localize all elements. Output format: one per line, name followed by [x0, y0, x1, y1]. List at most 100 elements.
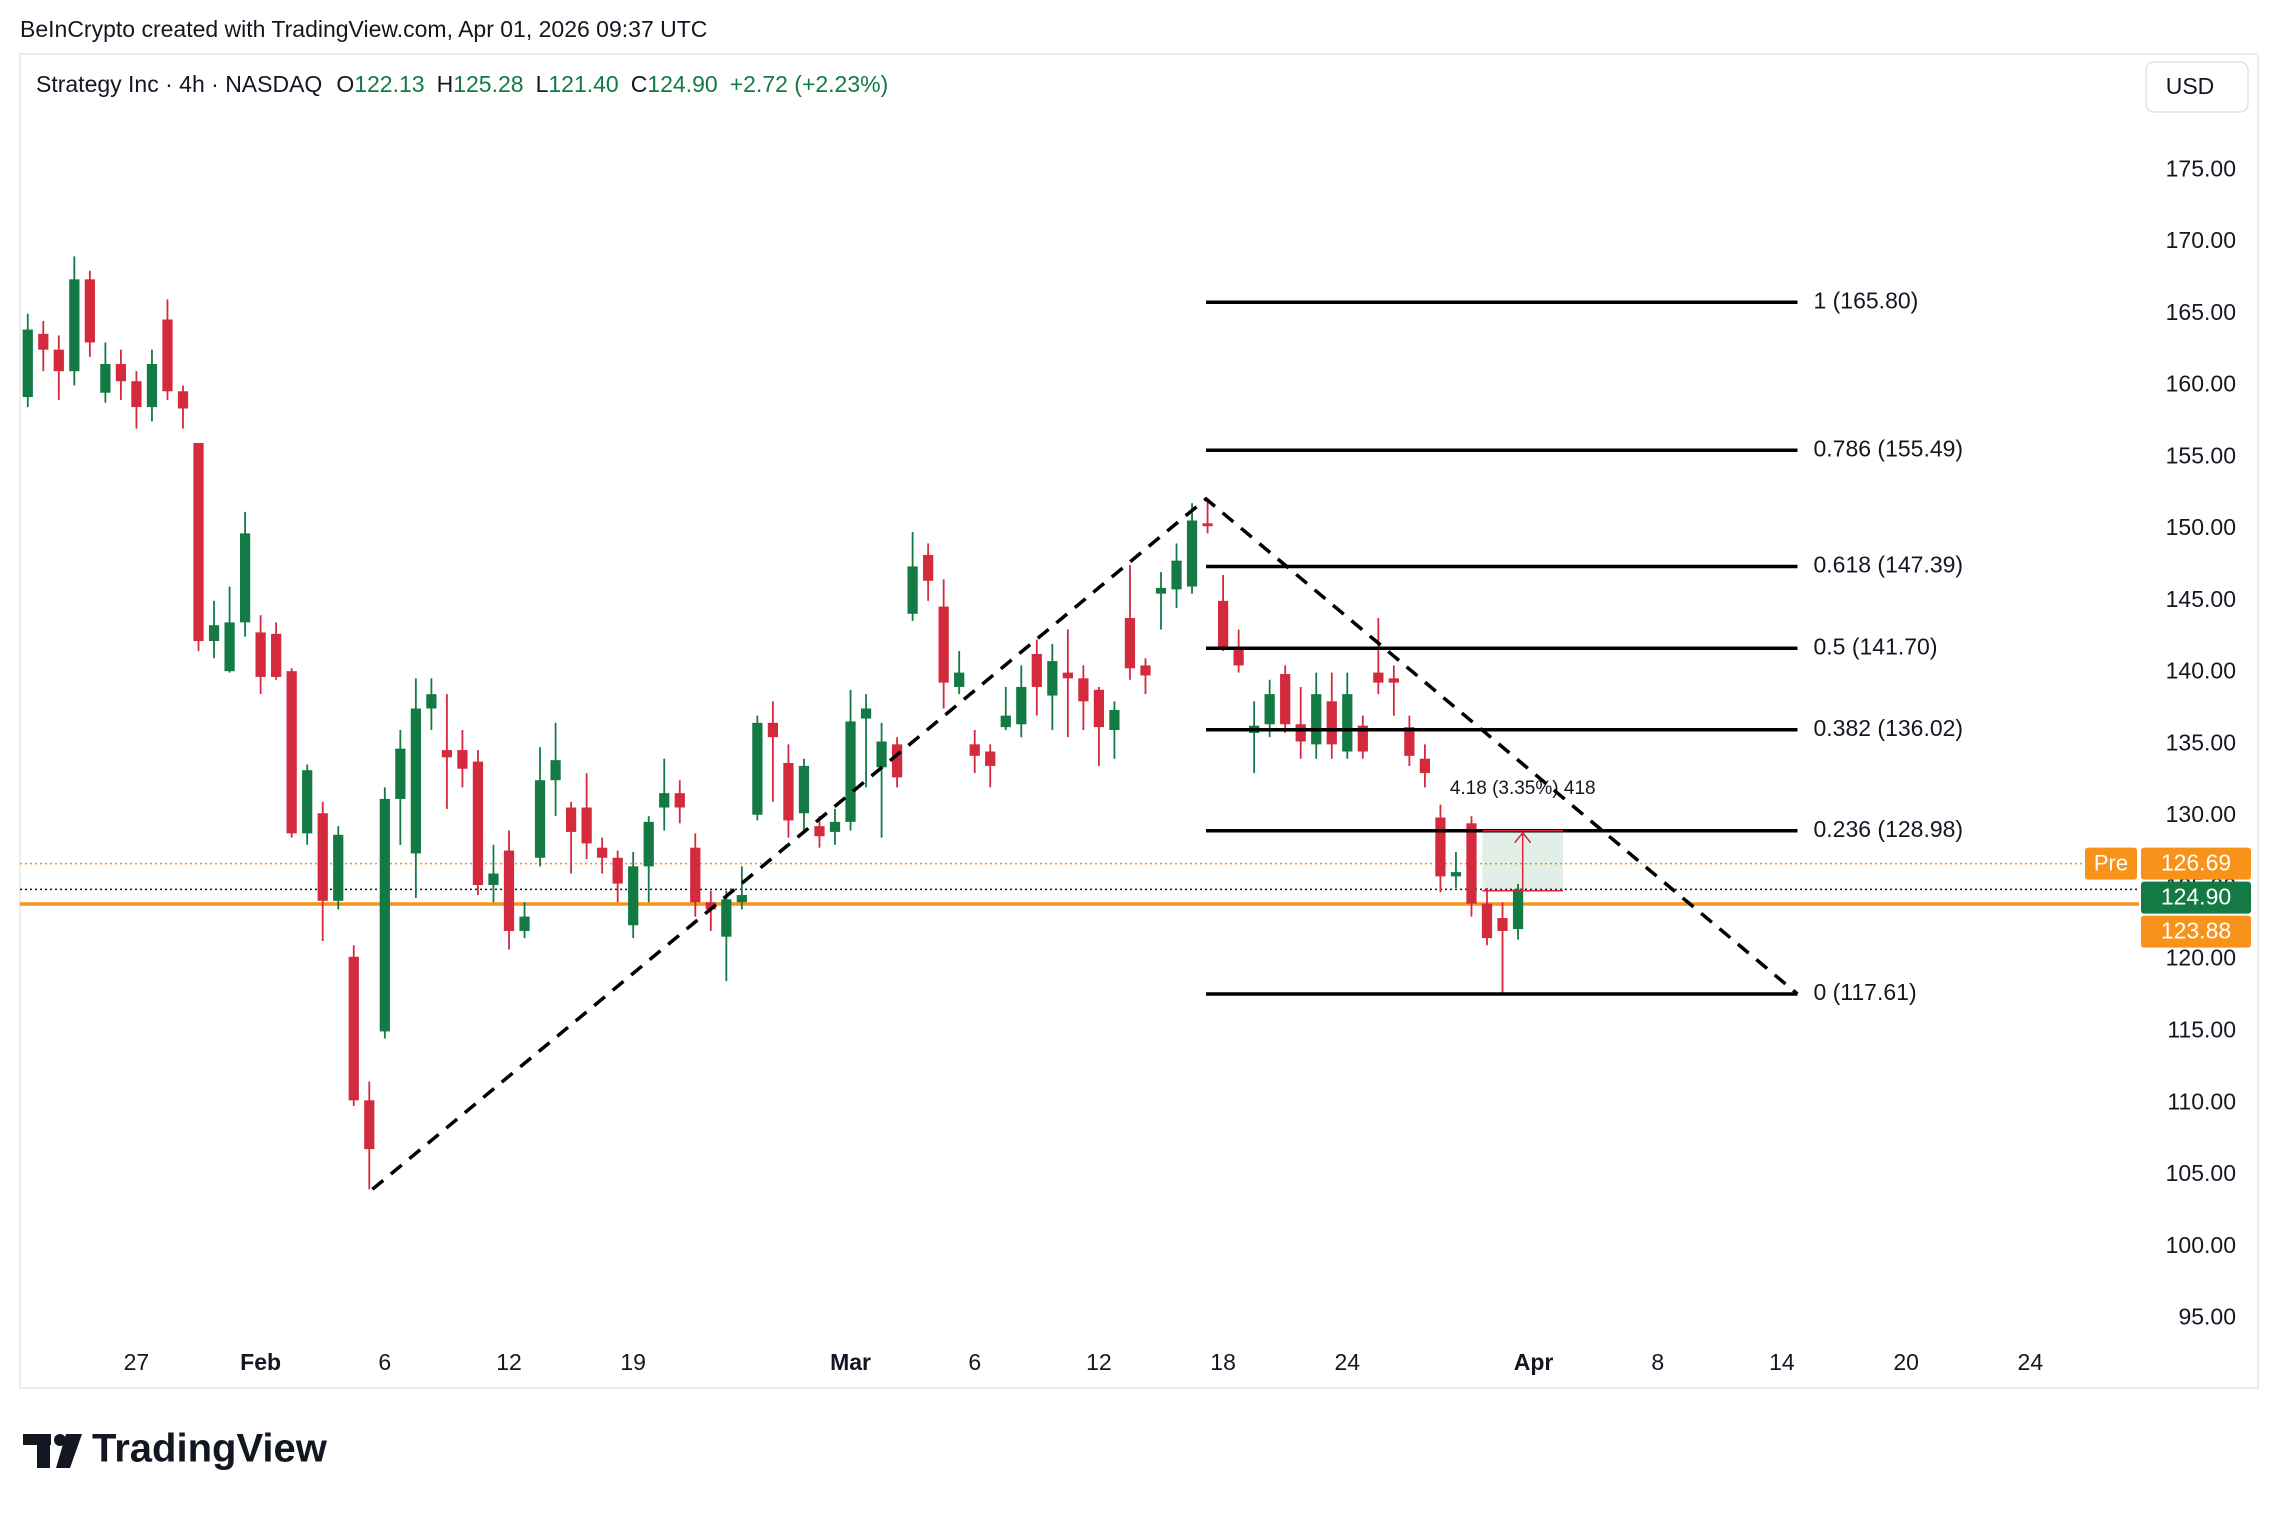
legend-key: H — [437, 71, 454, 97]
candle-body — [1373, 672, 1384, 683]
candle-body — [38, 333, 49, 350]
currency-button[interactable]: USD — [2145, 61, 2249, 113]
x-tick-label: 8 — [1651, 1349, 1664, 1375]
candle-body — [1124, 618, 1136, 669]
price-tag-label: 124.90 — [2161, 884, 2231, 910]
candle-body — [1311, 694, 1322, 745]
candle-body — [317, 813, 328, 901]
x-tick-label: 12 — [1086, 1349, 1112, 1375]
candle-body — [100, 364, 111, 393]
candle-body — [938, 606, 949, 683]
candle-body — [255, 632, 266, 677]
candle-body — [441, 750, 453, 758]
candle-body — [612, 857, 623, 884]
candle-body — [1031, 653, 1042, 687]
candle-body — [1202, 523, 1213, 527]
candle-body — [1326, 701, 1337, 745]
candle-body — [550, 760, 561, 781]
candle-body — [69, 279, 80, 372]
candle-body — [845, 721, 856, 822]
candle-body — [1186, 520, 1198, 587]
candle-body — [53, 349, 64, 372]
legend-value: 124.90 — [647, 71, 717, 97]
y-tick-label: 100.00 — [2166, 1232, 2236, 1258]
candle-body — [1093, 689, 1105, 728]
candle-body — [705, 902, 716, 910]
candle-body — [1450, 872, 1462, 877]
candle-body — [1435, 817, 1446, 877]
candle-body — [674, 793, 685, 808]
candle-body — [1404, 727, 1415, 756]
x-tick-label: 27 — [124, 1349, 150, 1375]
y-tick-label: 145.00 — [2166, 586, 2236, 612]
candle-body — [84, 279, 95, 343]
candle-body — [1016, 686, 1027, 725]
candle-body — [177, 391, 189, 409]
candle-body — [333, 834, 344, 901]
y-tick-label: 170.00 — [2166, 227, 2236, 253]
y-tick-label: 160.00 — [2166, 371, 2236, 397]
candle-body — [364, 1100, 375, 1150]
candle-body — [1466, 823, 1477, 904]
chart-frame — [19, 53, 2259, 1389]
candle-body — [1388, 678, 1399, 683]
currency[interactable]: USD — [2166, 73, 2215, 99]
candle-body — [1047, 661, 1058, 696]
candle-body — [659, 793, 670, 808]
y-tick-label: 120.00 — [2166, 945, 2236, 971]
price-tag-session-label: Pre — [2094, 850, 2128, 875]
fib-label: 0.786 (155.49) — [1813, 435, 1963, 461]
candle-body — [969, 744, 980, 756]
fib-label: 0.5 (141.70) — [1813, 633, 1937, 659]
overlay: 95.00100.00105.00110.00115.00120.00125.0… — [124, 155, 2251, 1375]
x-tick-label: 12 — [496, 1349, 522, 1375]
candle-body — [131, 381, 142, 408]
candle-body — [1342, 694, 1353, 752]
y-tick-label: 135.00 — [2166, 729, 2236, 755]
fib-label: 0.236 (128.98) — [1813, 816, 1963, 842]
legend-value: 122.13 — [354, 71, 424, 97]
candle-body — [581, 807, 592, 844]
candle-body — [1419, 758, 1431, 774]
candle-body — [1000, 715, 1011, 728]
candle-body — [426, 694, 437, 709]
y-tick-label: 130.00 — [2166, 801, 2236, 827]
candle-body — [1280, 674, 1291, 725]
price-tag — [2141, 847, 2251, 880]
measure-label: 4.18 (3.35%) 418 — [1450, 778, 1596, 799]
candle-body — [814, 826, 825, 837]
candle-body — [876, 741, 887, 768]
legend-key: O — [336, 71, 354, 97]
y-tick-label: 110.00 — [2167, 1088, 2236, 1114]
x-tick-label: 24 — [1334, 1349, 1360, 1375]
candle-body — [395, 748, 406, 799]
candle-body — [907, 566, 918, 614]
candle-body — [829, 821, 841, 832]
fib-label: 1 (165.80) — [1813, 287, 1918, 313]
candle-body — [1078, 678, 1089, 702]
x-tick-label: 18 — [1210, 1349, 1236, 1375]
currency-box[interactable] — [2145, 61, 2249, 113]
candle-body — [767, 722, 779, 738]
candle-body — [379, 798, 390, 1032]
candle-body — [1295, 724, 1306, 742]
candle-body — [1357, 725, 1368, 752]
x-tick-label: 20 — [1893, 1349, 1919, 1375]
candle-body — [597, 847, 608, 858]
legend-symbol: Strategy Inc · 4h · NASDAQ — [36, 71, 322, 97]
candle-body — [410, 708, 421, 854]
candle-body — [488, 873, 499, 886]
candle-body — [1155, 587, 1167, 594]
candle-body — [193, 442, 204, 642]
candle-body — [348, 956, 359, 1101]
x-tick-label: Apr — [1514, 1349, 1554, 1375]
price-tag-label: 126.69 — [2161, 850, 2231, 876]
y-tick-label: 165.00 — [2166, 299, 2236, 325]
candle-body — [271, 633, 282, 677]
candle-body — [1512, 889, 1524, 930]
y-tick-label: 105.00 — [2166, 1160, 2236, 1186]
price-tag-session — [2085, 847, 2137, 880]
header: BeInCrypto created with TradingView.com,… — [20, 16, 707, 42]
logo-shape — [54, 1434, 66, 1446]
